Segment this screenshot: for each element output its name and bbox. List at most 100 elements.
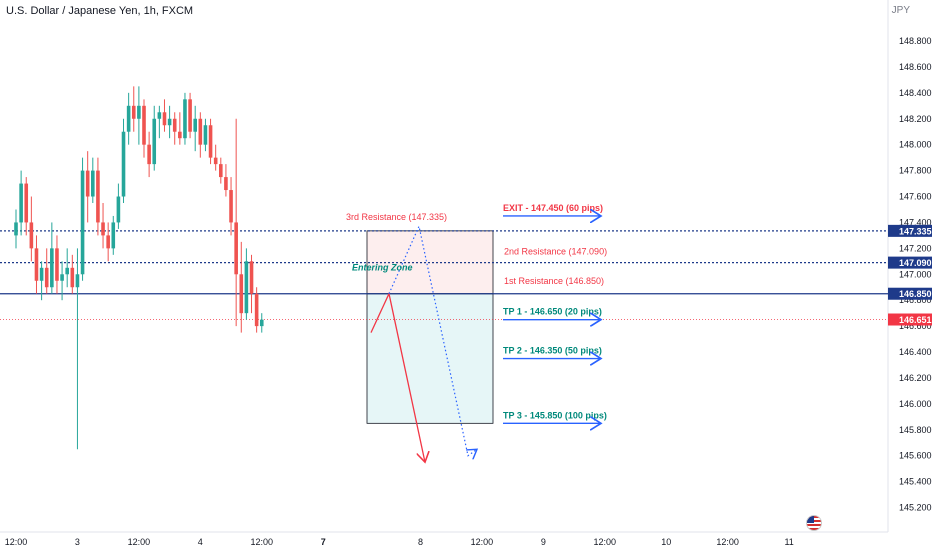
x-tick-label: 12:00 xyxy=(250,537,273,547)
price-badge-label: 147.090 xyxy=(899,258,932,268)
annotations: 3rd Resistance (147.335) 2nd Resistance (… xyxy=(346,203,607,423)
price-badge-label: 146.850 xyxy=(899,289,932,299)
candle-body xyxy=(157,112,162,119)
candle-body xyxy=(24,183,29,223)
candle-body xyxy=(50,248,54,288)
y-tick-label: 148.200 xyxy=(899,114,932,124)
x-tick-label: 10 xyxy=(661,537,671,547)
candle-body xyxy=(29,222,34,249)
candles xyxy=(14,86,264,450)
candle-body xyxy=(188,99,192,132)
x-tick-label: 11 xyxy=(784,537,793,547)
candle-body xyxy=(213,157,218,165)
candle-body xyxy=(142,105,146,145)
price-badge xyxy=(888,224,932,237)
x-tick-label: 8 xyxy=(418,537,423,547)
exit-label: EXIT - 147.450 (60 pips) xyxy=(503,203,603,213)
tp3-label: TP 3 - 145.850 (100 pips) xyxy=(503,410,607,420)
candle-body xyxy=(80,170,85,275)
candle-body xyxy=(75,274,80,288)
candle-body xyxy=(249,261,254,294)
candle-body xyxy=(19,183,23,223)
candle-body xyxy=(259,319,264,327)
y-tick-label: 148.600 xyxy=(899,62,932,72)
y-tick-label: 145.600 xyxy=(899,451,932,461)
candle-body xyxy=(147,144,151,165)
y-tick-label: 145.400 xyxy=(899,477,932,487)
y-tick-label: 147.200 xyxy=(899,243,932,253)
y-tick-label: 147.000 xyxy=(899,269,932,279)
x-tick-label: 3 xyxy=(75,537,80,547)
y-tick-label: 146.000 xyxy=(899,399,932,409)
x-tick-label: 9 xyxy=(541,537,546,547)
candle-body xyxy=(229,190,233,223)
price-badge xyxy=(888,313,932,326)
candle-body xyxy=(85,170,90,197)
candle-body xyxy=(172,118,177,132)
candle-body xyxy=(60,274,64,281)
y-tick-label: 148.000 xyxy=(899,140,932,150)
candle-body xyxy=(224,177,228,191)
price-badge-label: 147.335 xyxy=(899,226,932,236)
price-badge-label: 146.651 xyxy=(899,315,932,325)
candle-body xyxy=(65,267,69,275)
y-tick-label: 146.800 xyxy=(899,295,932,305)
candle-body xyxy=(219,164,223,178)
entering-zone-label: Entering Zone xyxy=(352,263,413,273)
tp2-label: TP 2 - 146.350 (50 pips) xyxy=(503,346,602,356)
candle-body xyxy=(55,248,59,281)
x-tick-label: 12:00 xyxy=(128,537,151,547)
candle-body xyxy=(198,118,203,145)
candle-body xyxy=(254,293,259,327)
x-tick-label: 12:00 xyxy=(594,537,617,547)
candle-body xyxy=(131,105,136,119)
x-tick-label: 12:00 xyxy=(471,537,494,547)
y-tick-label: 147.600 xyxy=(899,192,932,202)
candle-body xyxy=(14,222,18,236)
position-zones xyxy=(366,230,494,424)
candle-body xyxy=(91,170,95,197)
y-tick-label: 145.800 xyxy=(899,425,932,435)
y-tick-label: 148.400 xyxy=(899,88,932,98)
x-tick-label: 7 xyxy=(321,537,326,547)
candle-body xyxy=(137,105,141,119)
candle-body xyxy=(111,222,116,249)
price-badge xyxy=(888,287,932,300)
candle-body xyxy=(34,248,39,281)
candle-body xyxy=(208,125,213,158)
price-axis[interactable]: 145.200 145.400 145.600 145.800 146.000 146.2… xyxy=(888,36,932,513)
x-tick-label: 12:00 xyxy=(716,537,739,547)
candle-body xyxy=(39,267,44,281)
candle-body xyxy=(167,118,172,126)
candle-body xyxy=(126,105,131,132)
time-axis[interactable]: 12:00 3 12:00 4 12:00 7 8 12:00 9 12:00 10 12:00 11 xyxy=(5,537,794,547)
drawings xyxy=(370,224,477,462)
horizontal-levels xyxy=(0,230,888,320)
candle-body xyxy=(244,261,249,314)
y-tick-label: 146.200 xyxy=(899,373,932,383)
candle-body xyxy=(44,267,49,288)
candle-body xyxy=(183,99,187,139)
x-tick-label: 12:00 xyxy=(5,537,28,547)
chart-title: U.S. Dollar / Japanese Yen, 1h, FXCM xyxy=(6,5,194,17)
candle-body xyxy=(121,131,126,197)
candle-body xyxy=(234,222,238,275)
us-flag-icon[interactable] xyxy=(807,516,821,530)
y-tick-label: 147.800 xyxy=(899,166,932,176)
candle-body xyxy=(101,222,105,236)
y-tick-label: 147.400 xyxy=(899,217,932,227)
tp1-label: TP 1 - 146.650 (20 pips) xyxy=(503,307,602,317)
y-tick-label: 145.200 xyxy=(899,503,932,513)
profit-zone xyxy=(366,293,494,424)
x-tick-label: 4 xyxy=(198,537,203,547)
res1-label: 1st Resistance (146.850) xyxy=(504,276,604,286)
currency-label: JPY xyxy=(891,5,910,16)
blue-path-arrow xyxy=(388,224,477,455)
res3-label: 3rd Resistance (147.335) xyxy=(346,212,447,222)
y-tick-label: 146.400 xyxy=(899,347,932,357)
candle-body xyxy=(96,170,100,223)
candle-body xyxy=(116,196,121,223)
candle-body xyxy=(106,235,110,249)
candle-body xyxy=(70,267,75,288)
